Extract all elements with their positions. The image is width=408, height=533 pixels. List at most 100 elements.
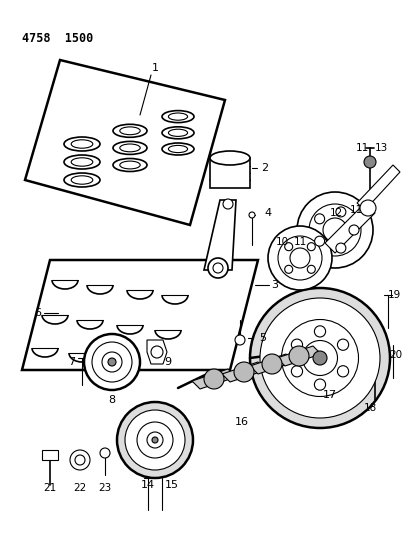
Ellipse shape [64,155,100,169]
Circle shape [234,362,254,382]
Ellipse shape [210,151,250,165]
Ellipse shape [64,173,100,187]
Text: 17: 17 [323,390,337,400]
Text: 22: 22 [73,483,86,493]
Ellipse shape [113,141,147,155]
Bar [42,450,58,460]
Text: 19: 19 [387,290,401,300]
Text: 10: 10 [275,237,288,247]
Circle shape [92,342,132,382]
Text: 8: 8 [109,395,115,405]
Circle shape [249,212,255,218]
Polygon shape [357,165,400,210]
Circle shape [285,265,293,273]
Circle shape [100,448,110,458]
Ellipse shape [169,146,188,152]
Circle shape [309,204,361,256]
Circle shape [204,369,224,389]
Circle shape [285,243,293,251]
Text: 9: 9 [164,357,171,367]
Ellipse shape [120,144,140,152]
Circle shape [291,366,303,377]
Ellipse shape [162,143,194,155]
Circle shape [102,352,122,372]
Circle shape [302,341,337,376]
Text: 14: 14 [141,480,155,490]
Circle shape [208,258,228,278]
Text: 7: 7 [69,357,75,367]
Text: 2: 2 [262,163,268,173]
Ellipse shape [113,124,147,138]
Circle shape [125,410,185,470]
Circle shape [289,346,309,366]
Polygon shape [147,340,167,364]
Ellipse shape [169,129,188,136]
Ellipse shape [113,158,147,172]
Circle shape [282,319,359,397]
Circle shape [315,236,325,246]
Ellipse shape [162,127,194,139]
Ellipse shape [162,111,194,123]
Text: 20: 20 [390,350,403,360]
Ellipse shape [71,158,93,166]
Circle shape [290,248,310,268]
Circle shape [117,402,193,478]
Text: 11: 11 [349,205,363,215]
Circle shape [108,358,116,366]
Text: 13: 13 [375,143,388,153]
Circle shape [152,437,158,443]
Circle shape [337,339,349,350]
Circle shape [297,192,373,268]
Polygon shape [250,354,294,374]
Text: 23: 23 [98,483,112,493]
Polygon shape [25,60,225,225]
Text: 15: 15 [165,480,179,490]
Circle shape [307,265,315,273]
Polygon shape [222,362,266,382]
Circle shape [323,218,347,242]
Bar [210,158,250,188]
Circle shape [262,354,282,374]
Circle shape [250,288,390,428]
Ellipse shape [71,176,93,184]
Ellipse shape [71,140,93,148]
Circle shape [260,298,380,418]
Ellipse shape [169,113,188,120]
Polygon shape [204,200,236,270]
Circle shape [307,243,315,251]
Circle shape [315,326,326,337]
Circle shape [151,346,163,358]
Text: 5: 5 [259,333,266,343]
Circle shape [360,200,376,216]
Text: 16: 16 [235,417,249,427]
Polygon shape [325,203,375,253]
Polygon shape [192,369,236,389]
Text: 11: 11 [355,143,368,153]
Circle shape [336,207,346,217]
Circle shape [336,243,346,253]
Circle shape [349,225,359,235]
Circle shape [75,455,85,465]
Text: 4: 4 [264,208,272,218]
Circle shape [313,351,327,365]
Polygon shape [277,346,321,366]
Polygon shape [22,260,258,370]
Circle shape [213,263,223,273]
Circle shape [337,366,349,377]
Text: 21: 21 [43,483,57,493]
Circle shape [235,335,245,345]
Circle shape [315,379,326,390]
Text: 18: 18 [364,403,377,413]
Circle shape [137,422,173,458]
Circle shape [364,156,376,168]
Circle shape [223,199,233,209]
Circle shape [268,226,332,290]
Circle shape [70,450,90,470]
Text: 12: 12 [329,208,343,218]
Circle shape [291,339,303,350]
Text: 11: 11 [293,237,307,247]
Circle shape [315,214,325,224]
Text: 6: 6 [35,308,42,318]
Text: 3: 3 [271,280,279,290]
Text: 4758  1500: 4758 1500 [22,32,93,45]
